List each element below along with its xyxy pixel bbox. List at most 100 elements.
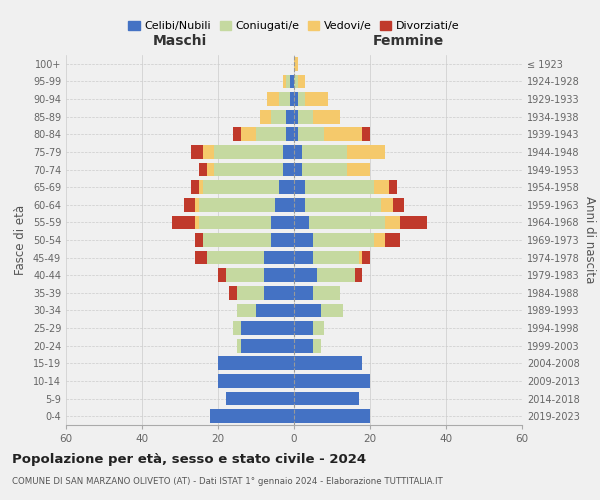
Bar — [195, 216, 199, 230]
Bar — [294, 145, 302, 159]
Bar — [294, 304, 320, 318]
Bar — [294, 250, 313, 264]
Bar — [271, 233, 294, 247]
Bar — [229, 286, 237, 300]
Bar — [294, 128, 298, 141]
Bar — [199, 180, 203, 194]
Y-axis label: Anni di nascita: Anni di nascita — [583, 196, 596, 284]
Bar — [313, 250, 359, 264]
Bar — [298, 128, 325, 141]
Bar — [374, 180, 389, 194]
Bar — [279, 180, 294, 194]
Bar — [233, 128, 241, 141]
Bar — [298, 74, 305, 88]
Bar — [206, 162, 214, 176]
Bar — [290, 92, 294, 106]
Bar — [233, 321, 241, 335]
Bar — [286, 74, 290, 88]
Bar — [203, 180, 279, 194]
Bar — [191, 180, 199, 194]
Bar — [359, 250, 362, 264]
Bar — [263, 268, 294, 282]
Bar — [305, 92, 328, 106]
Bar — [199, 162, 206, 176]
Bar — [362, 128, 370, 141]
Bar — [195, 250, 206, 264]
Bar — [218, 356, 294, 370]
Bar — [294, 339, 313, 352]
Bar — [298, 110, 313, 124]
Bar — [385, 233, 400, 247]
Text: Popolazione per età, sesso e stato civile - 2024: Popolazione per età, sesso e stato civil… — [12, 452, 366, 466]
Bar — [241, 339, 294, 352]
Bar — [294, 57, 298, 70]
Bar — [203, 145, 214, 159]
Bar — [294, 233, 313, 247]
Bar — [347, 162, 370, 176]
Bar — [362, 250, 370, 264]
Bar — [294, 162, 302, 176]
Bar — [268, 92, 279, 106]
Bar — [290, 74, 294, 88]
Bar — [302, 162, 347, 176]
Bar — [294, 74, 298, 88]
Bar — [302, 145, 347, 159]
Bar — [263, 250, 294, 264]
Bar — [355, 268, 362, 282]
Bar — [237, 339, 241, 352]
Bar — [320, 304, 343, 318]
Bar — [241, 128, 256, 141]
Bar — [400, 216, 427, 230]
Bar — [385, 216, 400, 230]
Bar — [294, 92, 298, 106]
Y-axis label: Fasce di età: Fasce di età — [14, 205, 27, 275]
Bar — [294, 268, 317, 282]
Bar — [389, 180, 397, 194]
Legend: Celibi/Nubili, Coniugati/e, Vedovi/e, Divorziati/e: Celibi/Nubili, Coniugati/e, Vedovi/e, Di… — [124, 16, 464, 36]
Bar — [226, 392, 294, 406]
Bar — [191, 145, 203, 159]
Bar — [294, 216, 309, 230]
Bar — [263, 286, 294, 300]
Bar — [203, 233, 271, 247]
Bar — [294, 321, 313, 335]
Bar — [218, 268, 226, 282]
Bar — [199, 198, 275, 211]
Bar — [294, 374, 370, 388]
Bar — [199, 216, 271, 230]
Text: Femmine: Femmine — [373, 34, 443, 48]
Bar — [195, 233, 203, 247]
Bar — [218, 374, 294, 388]
Bar — [313, 233, 374, 247]
Bar — [294, 356, 362, 370]
Bar — [294, 286, 313, 300]
Text: COMUNE DI SAN MARZANO OLIVETO (AT) - Dati ISTAT 1° gennaio 2024 - Elaborazione T: COMUNE DI SAN MARZANO OLIVETO (AT) - Dat… — [12, 478, 443, 486]
Bar — [313, 110, 340, 124]
Bar — [286, 110, 294, 124]
Bar — [283, 145, 294, 159]
Bar — [237, 286, 263, 300]
Bar — [382, 198, 393, 211]
Bar — [305, 198, 382, 211]
Bar — [294, 110, 298, 124]
Bar — [211, 410, 294, 423]
Bar — [294, 198, 305, 211]
Bar — [172, 216, 195, 230]
Bar — [305, 180, 374, 194]
Bar — [309, 216, 385, 230]
Bar — [256, 128, 286, 141]
Bar — [393, 198, 404, 211]
Bar — [286, 128, 294, 141]
Bar — [294, 410, 370, 423]
Bar — [347, 145, 385, 159]
Bar — [226, 268, 263, 282]
Bar — [214, 162, 283, 176]
Bar — [260, 110, 271, 124]
Bar — [298, 92, 305, 106]
Bar — [325, 128, 362, 141]
Bar — [184, 198, 195, 211]
Bar — [313, 339, 320, 352]
Bar — [313, 286, 340, 300]
Bar — [214, 145, 283, 159]
Bar — [374, 233, 385, 247]
